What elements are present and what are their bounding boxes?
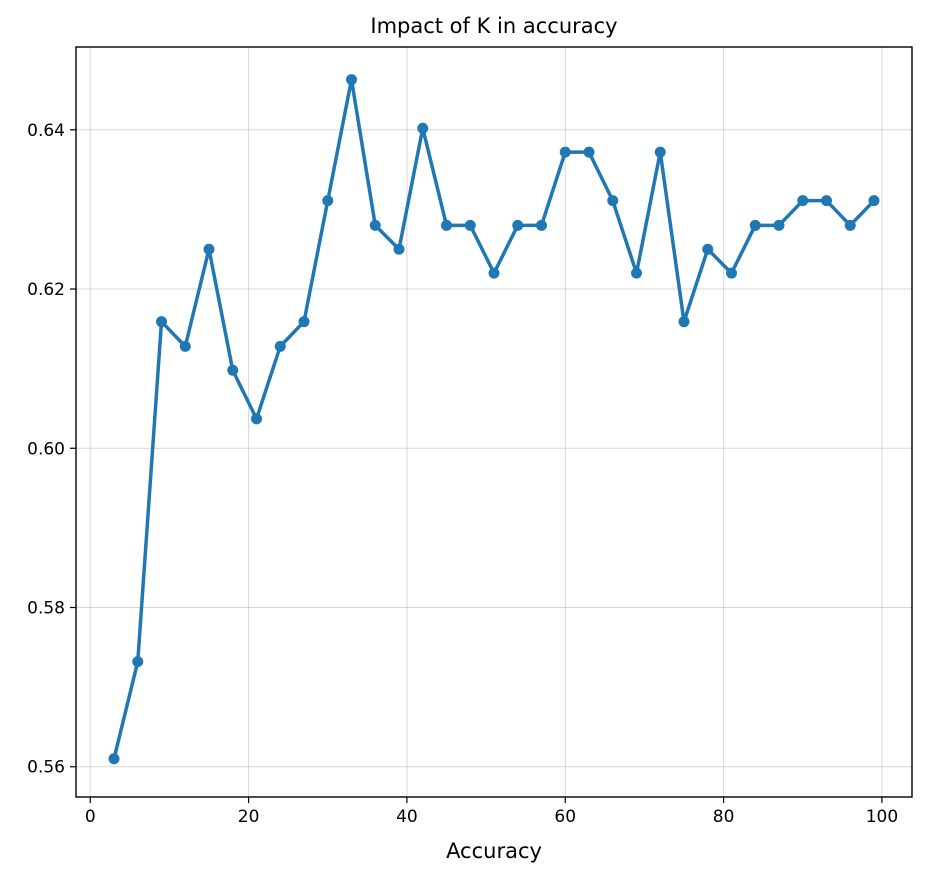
data-point — [821, 195, 832, 207]
tick-layer: 0 20 40 60 80 100 0.56 0.58 0.60 0.62 0.64 — [27, 121, 898, 827]
data-point — [298, 316, 310, 328]
data-point — [417, 122, 429, 134]
data-point — [702, 243, 714, 255]
data-point — [346, 74, 357, 86]
data-point — [488, 267, 500, 279]
y-tick-label: 0.58 — [27, 599, 65, 619]
data-point — [631, 267, 642, 279]
data-point — [678, 316, 690, 328]
data-point — [203, 243, 215, 255]
x-tick-label: 100 — [866, 807, 898, 827]
data-point — [654, 146, 666, 158]
data-point — [227, 364, 239, 376]
x-tick-label: 40 — [396, 807, 418, 827]
data-point — [726, 267, 737, 279]
x-tick-label: 20 — [238, 807, 260, 827]
x-tick-label: 80 — [713, 807, 735, 827]
data-point — [844, 219, 856, 231]
data-point — [322, 195, 334, 207]
plot-frame — [75, 46, 913, 798]
y-tick-label: 0.62 — [27, 280, 65, 300]
data-point — [369, 219, 381, 231]
series-layer — [108, 74, 880, 765]
data-point — [797, 195, 809, 207]
data-point — [179, 340, 191, 352]
series-line — [112, 77, 876, 761]
data-point — [607, 195, 619, 207]
data-point — [464, 219, 476, 231]
y-tick-label: 0.64 — [27, 121, 65, 141]
data-point — [393, 243, 405, 255]
data-point — [156, 316, 167, 328]
data-point — [274, 340, 286, 352]
y-tick-label: 0.60 — [27, 439, 65, 459]
data-point — [749, 219, 761, 231]
data-point — [108, 753, 120, 765]
x-tick-label: 0 — [85, 807, 96, 827]
data-point — [559, 146, 571, 158]
y-tick-label: 0.56 — [27, 758, 65, 778]
data-point — [441, 219, 452, 231]
data-point — [512, 219, 524, 231]
data-point — [251, 413, 262, 425]
x-axis-label: Accuracy — [446, 839, 542, 863]
data-point — [583, 146, 595, 158]
chart-title: Impact of K in accuracy — [370, 14, 617, 38]
data-point — [773, 219, 785, 231]
data-point — [536, 219, 547, 231]
data-point — [868, 195, 880, 207]
grid — [76, 47, 912, 797]
x-tick-label: 60 — [554, 807, 576, 827]
data-point — [132, 656, 144, 668]
